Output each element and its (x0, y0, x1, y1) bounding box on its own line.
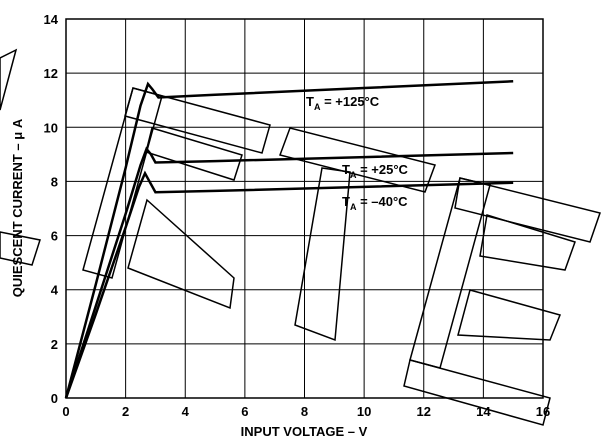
watermark (0, 48, 601, 426)
y-tick-label: 0 (51, 391, 58, 406)
y-tick-label: 12 (44, 66, 58, 81)
annotation-part: = +125°C (320, 94, 379, 109)
y-tick-label: 14 (44, 12, 59, 27)
y-tick-label: 2 (51, 337, 58, 352)
data-line (64, 80, 514, 399)
annotation: TA = –40°C (342, 194, 408, 212)
watermark-shape (403, 359, 551, 426)
watermark-shape (0, 48, 18, 111)
annotation-part: A (350, 202, 357, 212)
watermark-shape (454, 177, 601, 243)
watermark-shape (0, 231, 41, 266)
annotation-part: = +25°C (356, 162, 408, 177)
x-tick-label: 2 (122, 404, 129, 419)
annotation: TA = +125°C (306, 94, 380, 112)
x-tick-label: 14 (476, 404, 491, 419)
annotation-part: A (350, 170, 357, 180)
data-line (64, 146, 514, 399)
x-axis-label: INPUT VOLTAGE – V (241, 424, 368, 439)
annotation-part: T (342, 194, 350, 209)
watermark-shape (145, 127, 243, 181)
annotation-part: T (306, 94, 314, 109)
data-line (64, 170, 514, 399)
x-tick-label: 6 (241, 404, 248, 419)
watermark-shape (124, 87, 271, 154)
y-axis-label: QUIESCENT CURRENT – μ A (10, 118, 25, 297)
plot-frame (65, 18, 544, 399)
watermark-shape (479, 214, 576, 271)
watermark-shape (279, 127, 436, 193)
x-tick-label: 0 (62, 404, 69, 419)
watermark-shape (457, 289, 562, 341)
annotation: TA = +25°C (342, 162, 409, 180)
annotation-part: = –40°C (356, 194, 408, 209)
x-tick-label: 16 (536, 404, 550, 419)
x-tick-label: 4 (182, 404, 190, 419)
y-tick-label: 6 (51, 229, 58, 244)
watermark-shape (409, 177, 491, 369)
watermark-shape (127, 198, 235, 310)
x-tick-label: 12 (417, 404, 431, 419)
x-tick-label: 10 (357, 404, 371, 419)
y-tick-label: 8 (51, 174, 58, 189)
y-tick-label: 4 (51, 283, 59, 298)
annotation-part: T (342, 162, 350, 177)
y-tick-label: 10 (44, 120, 58, 135)
x-tick-label: 8 (301, 404, 308, 419)
annotation-part: A (314, 102, 321, 112)
watermark-shape (294, 167, 351, 342)
